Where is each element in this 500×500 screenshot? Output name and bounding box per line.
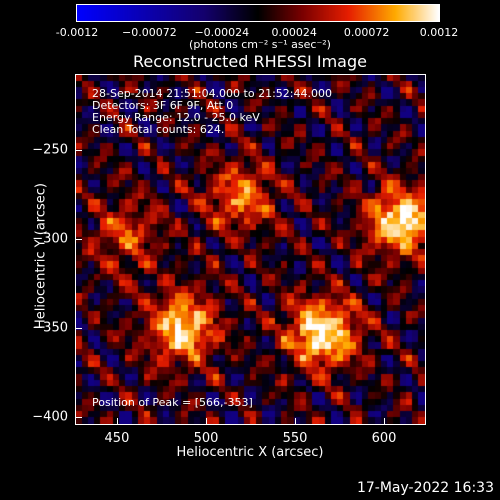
colorbar-units: (photons cm⁻² s⁻¹ asec⁻²) [189, 38, 331, 51]
y-tick-mark [76, 416, 82, 418]
x-tick-label: 500 [193, 431, 219, 446]
colorbar [76, 4, 440, 22]
annotation-clean: Clean Total counts: 624. [92, 123, 225, 136]
colorbar-tick-label: 0.00024 [271, 26, 317, 39]
y-tick-mark [76, 238, 82, 240]
x-axis-label: Heliocentric X (arcsec) [176, 445, 324, 460]
timestamp: 17-May-2022 16:33 [356, 480, 494, 496]
chart-title: Reconstructed RHESSI Image [133, 52, 367, 71]
colorbar-tick-label: −0.00024 [194, 26, 250, 39]
y-tick-label: −250 [32, 142, 68, 158]
plot-frame [75, 74, 426, 425]
x-tick-mark [295, 418, 296, 424]
colorbar-tick-label: 0.0012 [419, 26, 459, 39]
annotation-energy: Energy Range: 12.0 - 25.0 keV [92, 111, 260, 124]
colorbar-tick-label: 0.00072 [343, 26, 390, 39]
annotation-detectors: Detectors: 3F 6F 9F, Att 0 [92, 99, 234, 112]
annotation-time-range: 28-Sep-2014 21:51:04.000 to 21:52:44.000 [92, 87, 332, 100]
y-tick-mark [76, 327, 82, 329]
x-tick-mark [384, 418, 386, 424]
x-tick-label: 550 [282, 431, 308, 446]
x-tick-label: 450 [104, 431, 130, 446]
y-axis-label: Heliocentric Y (arcsec) [33, 183, 49, 329]
annotation-peak: Position of Peak = [566,-353] [92, 396, 253, 409]
y-tick-label: −400 [32, 409, 68, 425]
colorbar-tick-label: -0.0012 [55, 26, 99, 39]
y-tick-mark [76, 149, 82, 151]
y-tick-label: −350 [32, 320, 68, 336]
x-tick-mark [205, 418, 207, 424]
x-tick-label: 600 [371, 431, 397, 446]
rhessi-image [76, 75, 425, 424]
y-tick-label: −300 [32, 231, 68, 247]
x-tick-mark [116, 418, 118, 424]
colorbar-tick-label: −0.00072 [122, 26, 177, 39]
